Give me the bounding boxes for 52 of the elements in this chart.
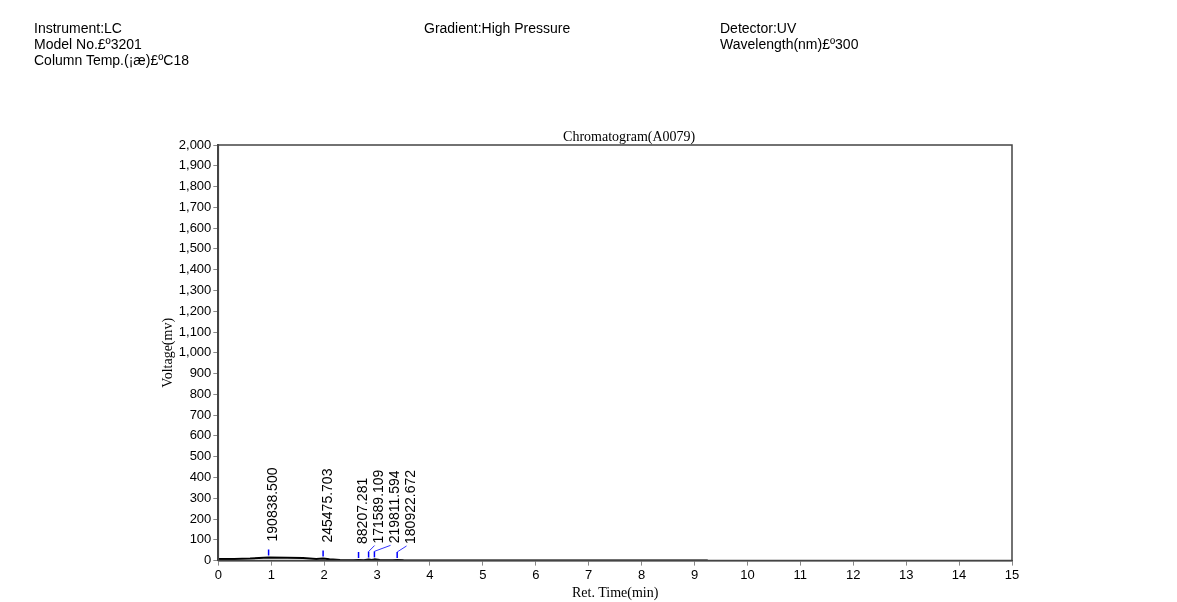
- x-tick-label: 13: [898, 566, 914, 582]
- y-tick-label: 1,800: [178, 178, 212, 194]
- y-tick-label: 700: [189, 406, 212, 422]
- y-tick-label: 1,000: [178, 344, 212, 360]
- annotation: 245475.703: [318, 468, 335, 543]
- annotation: 171589.109: [370, 469, 387, 544]
- x-tick-label: 7: [585, 566, 593, 582]
- y-axis-title: Voltage(mv): [160, 317, 177, 388]
- x-tick-label: 3: [373, 566, 381, 582]
- x-tick-label: 10: [740, 566, 755, 582]
- y-tick-label: 100: [189, 531, 212, 547]
- x-tick-label: 8: [638, 566, 646, 582]
- y-tick-label: 1,400: [178, 261, 212, 277]
- text: Wavelength(nm)£º300: [720, 36, 859, 52]
- text: Instrument:LC: [34, 20, 122, 36]
- y-tick-label: 900: [189, 365, 212, 381]
- y-tick-label: 1,500: [178, 240, 212, 256]
- x-tick-label: 5: [479, 566, 487, 582]
- text: Model No.£º3201: [34, 36, 142, 52]
- x-tick-label: 1: [267, 566, 275, 582]
- x-tick-label: 6: [532, 566, 540, 582]
- text: Gradient:High Pressure: [424, 20, 571, 36]
- annotation: 88207.281: [354, 477, 371, 544]
- chart-title: Chromatogram(A0079): [563, 128, 696, 145]
- x-tick-label: 11: [793, 566, 808, 582]
- y-tick-label: 800: [189, 385, 212, 401]
- x-tick-label: 12: [846, 566, 861, 582]
- x-tick-label: 14: [951, 566, 967, 582]
- y-tick-label: 400: [189, 469, 212, 485]
- y-tick-label: 200: [189, 510, 212, 526]
- annotation: 219811.594: [386, 470, 403, 544]
- x-tick-label: 4: [426, 566, 434, 582]
- x-axis-title: Ret. Time(min): [571, 585, 659, 602]
- annotation: 180922.672: [402, 469, 419, 544]
- y-tick-label: 600: [189, 427, 212, 443]
- y-tick-label: 1,300: [178, 282, 212, 298]
- x-tick-label: 15: [1004, 566, 1020, 582]
- text: Detector:UV: [720, 20, 797, 36]
- y-tick-label: 1,700: [178, 198, 212, 214]
- x-tick-label: 0: [214, 566, 222, 582]
- annotation: 190838.500: [264, 467, 281, 542]
- y-tick-label: 1,200: [178, 302, 212, 318]
- y-tick-label: 300: [189, 489, 212, 505]
- x-tick-label: 9: [690, 566, 699, 582]
- y-tick-label: 1,900: [178, 157, 212, 173]
- y-tick-label: 500: [189, 448, 212, 464]
- y-tick-label: 1,600: [178, 219, 212, 235]
- x-tick-label: 2: [320, 566, 328, 582]
- y-tick-label: 2,000: [178, 136, 212, 152]
- y-tick-label: 1,100: [178, 323, 212, 339]
- text: Column Temp.(¡æ)£ºC18: [34, 52, 190, 68]
- y-tick-label: 0: [204, 552, 212, 568]
